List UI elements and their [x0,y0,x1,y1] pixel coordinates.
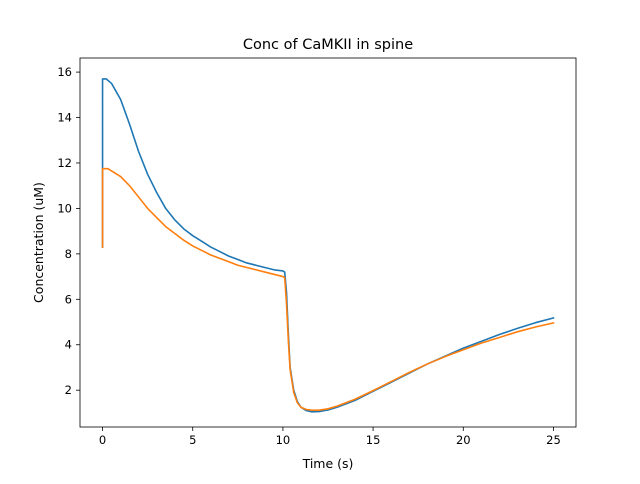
series-line-2 [101,167,555,411]
x-axis-label: Time (s) [302,456,354,471]
y-tick-label: 10 [57,201,72,215]
y-tick-label: 4 [65,338,72,352]
x-tick-label: 25 [546,433,561,447]
y-tick-label: 2 [65,383,72,397]
plot-background [80,58,576,427]
y-ticks: 2 4 6 8 10 12 14 16 [57,65,80,397]
x-tick-label: 15 [366,433,381,447]
x-tick-label: 0 [99,433,106,447]
y-axis-label: Concentration (uM) [31,182,46,303]
y-tick-label: 16 [57,65,72,79]
y-tick-label: 12 [57,156,72,170]
y-tick-label: 14 [57,111,72,125]
x-tick-label: 10 [276,433,291,447]
plot-frame [79,57,577,428]
x-tick-label: 20 [456,433,471,447]
series-layer [101,78,555,413]
x-tick-label: 5 [189,433,196,447]
x-ticks: 0 5 10 15 20 25 [99,427,561,447]
y-tick-label: 8 [65,247,72,261]
chart-title: Conc of CaMKII in spine [243,37,413,53]
y-tick-label: 6 [65,292,72,306]
